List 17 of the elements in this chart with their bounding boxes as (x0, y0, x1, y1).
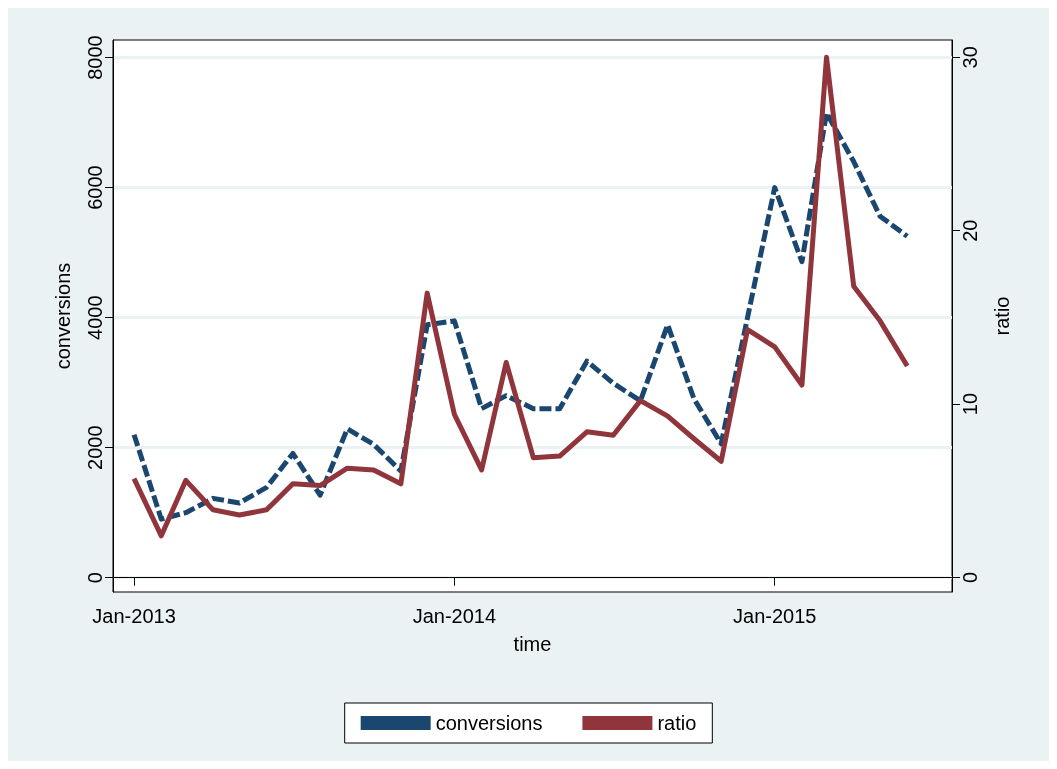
x-tick-label: Jan-2015 (733, 605, 817, 627)
y-tick-label: 0 (84, 572, 106, 584)
y-tick-label: 8000 (84, 35, 106, 80)
y2-tick-label: 30 (959, 46, 981, 69)
y-tick-label: 6000 (84, 165, 106, 210)
y2-tick-label: 10 (959, 392, 981, 416)
y-tick-label: 2000 (84, 425, 106, 470)
x-axis-title: time (513, 633, 552, 655)
y2-tick-label: 0 (959, 571, 981, 583)
y2-axis-title: ratio (991, 296, 1013, 336)
y-tick-label: 4000 (84, 295, 106, 340)
x-tick-label: Jan-2013 (92, 605, 176, 627)
legend-label: ratio (657, 712, 697, 734)
y-axis-title: conversions (52, 262, 74, 370)
x-tick-label: Jan-2014 (412, 605, 497, 627)
legend-label: conversions (435, 712, 543, 734)
y2-tick-label: 20 (959, 219, 981, 242)
